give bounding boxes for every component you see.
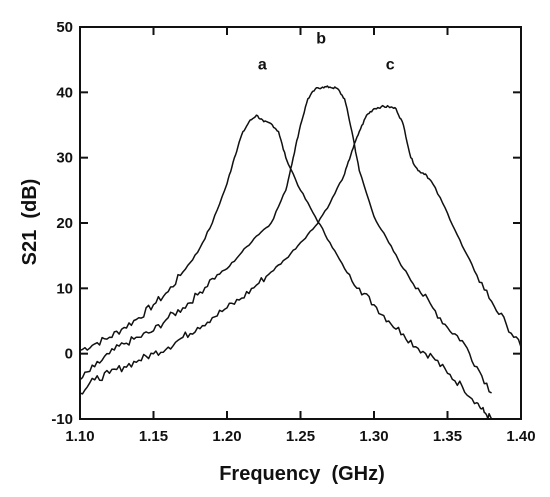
x-tick-label: 1.15 — [139, 428, 168, 445]
curve-label-b: b — [316, 30, 326, 47]
series-layer — [79, 85, 522, 420]
x-tick-label: 1.10 — [65, 428, 94, 445]
curve-label-c: c — [386, 56, 395, 73]
y-axis-label: S21 (dB) — [19, 179, 41, 266]
x-tick-label: 1.20 — [212, 428, 241, 445]
series-line-c — [79, 104, 522, 395]
y-tick-label: 20 — [56, 215, 73, 232]
curve-labels: a b c — [258, 30, 395, 73]
x-tick-label: 1.35 — [433, 428, 462, 445]
y-axis-ticks: -10 0 10 20 30 40 50 — [51, 19, 521, 428]
x-tick-label: 1.40 — [506, 428, 535, 445]
y-tick-label: 10 — [56, 280, 73, 297]
x-tick-label: 1.25 — [286, 428, 315, 445]
y-tick-label: 30 — [56, 150, 73, 167]
y-tick-label: -10 — [51, 411, 73, 428]
y-tick-label: 40 — [56, 84, 73, 101]
x-tick-label: 1.30 — [359, 428, 388, 445]
x-axis-ticks: 1.10 1.15 1.20 1.25 1.30 1.35 1.40 — [65, 27, 536, 445]
curve-label-a: a — [258, 56, 267, 73]
series-line-a — [79, 114, 493, 420]
x-axis-label: Frequency (GHz) — [219, 463, 385, 485]
y-tick-label: 0 — [65, 346, 73, 363]
y-tick-label: 50 — [56, 19, 73, 36]
series-line-b — [79, 85, 492, 394]
plot-frame — [79, 26, 522, 420]
